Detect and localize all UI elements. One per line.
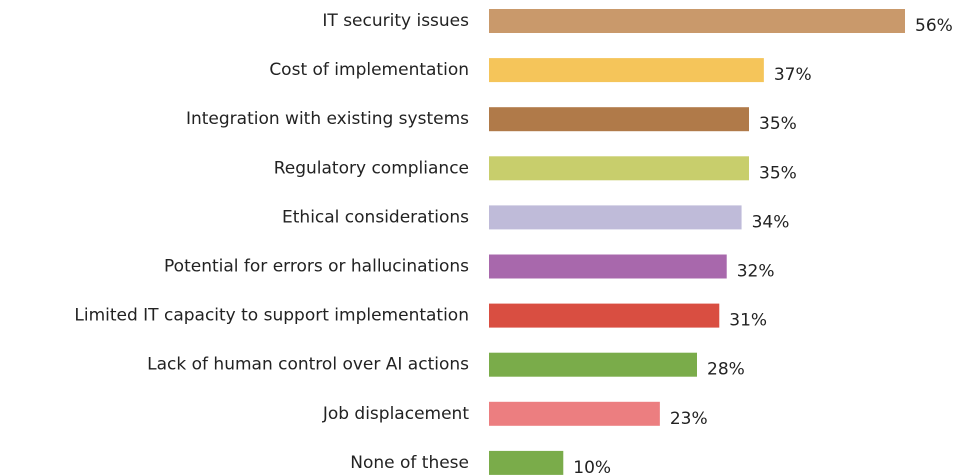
value-label: 37% — [774, 65, 812, 85]
bar — [489, 450, 564, 475]
bar — [489, 156, 749, 181]
value-label: 10% — [573, 458, 611, 476]
bar — [489, 352, 697, 377]
value-label: 35% — [759, 163, 797, 183]
bar — [489, 401, 660, 426]
category-label: Regulatory compliance — [274, 158, 469, 178]
value-label: 28% — [707, 360, 745, 380]
bar — [489, 107, 749, 132]
bar — [489, 9, 905, 33]
value-label: 35% — [759, 114, 797, 134]
category-label: Cost of implementation — [269, 60, 469, 80]
category-label: Lack of human control over AI actions — [147, 355, 469, 375]
category-label: None of these — [350, 453, 469, 473]
category-label: Potential for errors or hallucinations — [164, 257, 469, 277]
value-label: 34% — [752, 212, 790, 232]
bar — [489, 205, 742, 230]
value-label: 32% — [737, 262, 775, 282]
bar — [489, 58, 764, 83]
category-label: IT security issues — [322, 11, 469, 31]
category-label: Integration with existing systems — [186, 109, 469, 129]
bar — [489, 254, 727, 279]
value-label: 31% — [729, 311, 767, 331]
value-label: 56% — [915, 16, 953, 36]
value-label: 23% — [670, 409, 708, 429]
category-label: Ethical considerations — [282, 207, 469, 227]
bar — [489, 303, 720, 328]
category-label: Job displacement — [322, 404, 470, 424]
category-label: Limited IT capacity to support implement… — [74, 306, 469, 326]
